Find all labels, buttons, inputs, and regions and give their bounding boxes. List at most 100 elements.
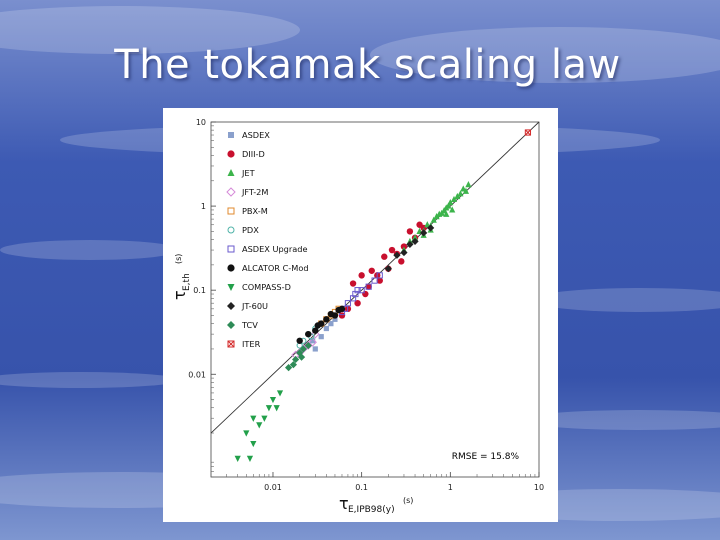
legend-item-jft-2m: JFT-2M [226,187,268,197]
series-compass-d [234,390,284,462]
legend-item-pdx: PDX [227,225,259,235]
point-diii-d [416,221,423,228]
x-axis-symbol: τ [339,494,349,513]
point-diii-d [358,272,365,279]
legend-label: ASDEX [242,130,270,140]
y-axis-unit: (s) [174,254,183,264]
legend-label: COMPASS-D [242,282,291,292]
y-tick-label: 0.1 [193,286,206,295]
point-diii-d [376,277,383,284]
point-compass-d [276,390,284,397]
point-alcator-c-mod [312,327,319,334]
legend-item-tcv: TCV [227,320,258,330]
legend-item-pbx-m: PBX-M [227,206,268,216]
point-jt-60u [406,240,414,249]
point-diii-d [388,246,396,254]
point-compass-d [256,422,263,429]
scatter-chart: 0.01 0.1 1 10 0.01 0.1 1 10 ASDEX DIII-D JET JFT-2… [170,118,544,515]
point-iter-cross-b [524,129,531,136]
point-tcv [289,361,298,369]
legend-marker-cross-b [227,340,235,348]
legend-item-asdex: ASDEX [228,130,270,140]
legend-item-jet: JET [227,168,256,178]
legend-label: TCV [241,320,258,330]
point-jt-60u [427,224,435,232]
y-axis-subscript: E,th [182,273,192,291]
legend-label: JT-60U [241,301,268,311]
point-compass-d [250,415,257,422]
x-axis-label: τ E,IPB98(y) (s) [339,494,413,515]
point-diii-d [368,267,375,274]
point-jet [454,192,461,200]
y-axis-label: τ E,th (s) [170,254,192,300]
point-asdex-upgrade [352,290,359,298]
scaling-law-figure: 0.01 0.1 1 10 0.01 0.1 1 10 ASDEX DIII-D JET JFT-2… [163,108,558,522]
x-tick-label: 1 [448,483,453,492]
point-asdex [310,338,316,344]
point-jet [465,181,472,188]
point-jet [436,210,443,217]
legend-label: ALCATOR C-Mod [242,263,309,273]
point-jet [424,221,431,228]
point-tcv [284,364,293,372]
legend-label: JET [241,168,256,178]
point-jet [445,202,452,209]
point-jet [440,207,448,214]
point-jet [411,234,419,241]
point-jt-60u [420,229,428,237]
point-diii-d [381,253,388,260]
point-diii-d [354,299,361,307]
point-asdex-upgrade [358,287,365,294]
point-asdex [328,321,334,327]
legend-marker [227,226,235,234]
point-alcator-c-mod [314,322,321,329]
legend-item-iter: ITER [227,339,261,349]
legend-label: ITER [242,339,261,349]
point-jt-60u [384,265,392,273]
series-iter [524,129,532,136]
rmse-annotation: RMSE = 15.8% [452,452,520,462]
point-jft-2m [310,329,320,339]
point-diii-d [406,228,414,235]
point-jft-2m [308,337,317,347]
y-tick-label: 10 [196,118,206,127]
legend: ASDEX DIII-D JET JFT-2M PBX-M PDX ASDEX Upgrad… [226,130,309,349]
point-compass-d [265,405,273,412]
point-asdex-upgrade [376,272,383,279]
point-compass-d [250,440,257,448]
legend-marker [227,150,235,158]
x-axis-unit: (s) [403,496,413,505]
point-asdex [332,316,338,322]
point-compass-d [273,405,280,412]
point-jet [462,187,470,194]
legend-marker [226,187,236,197]
legend-item-compass-d: COMPASS-D [227,282,291,292]
point-asdex [318,334,324,340]
point-compass-d [269,396,277,404]
point-jet [450,195,458,203]
legend-marker [227,321,235,329]
point-jet [457,190,464,197]
legend-marker [227,169,235,176]
legend-label: JFT-2M [241,187,268,197]
legend-marker-box [227,340,235,348]
point-diii-d [398,258,405,265]
point-tcv [304,341,312,350]
x-tick-label: 0.01 [264,483,282,492]
point-alcator-c-mod [296,337,303,344]
legend-label: PDX [242,225,259,235]
point-jet [449,206,456,213]
point-alcator-c-mod [327,310,335,318]
y-tick-label: 1 [201,202,206,211]
legend-item-alcator-c-mod: ALCATOR C-Mod [227,263,309,273]
point-asdex-upgrade [371,277,378,284]
slide-title: The tokamak scaling law [114,42,621,88]
legend-marker [227,340,235,348]
x-axis-subscript: E,IPB98(y) [348,505,395,515]
point-asdex [323,325,329,332]
point-tcv [292,355,300,364]
series-alcator-c-mod [296,305,346,344]
point-asdex [312,346,318,352]
legend-marker [227,245,235,253]
legend-item-asdex-upgrade: ASDEX Upgrade [227,244,308,254]
